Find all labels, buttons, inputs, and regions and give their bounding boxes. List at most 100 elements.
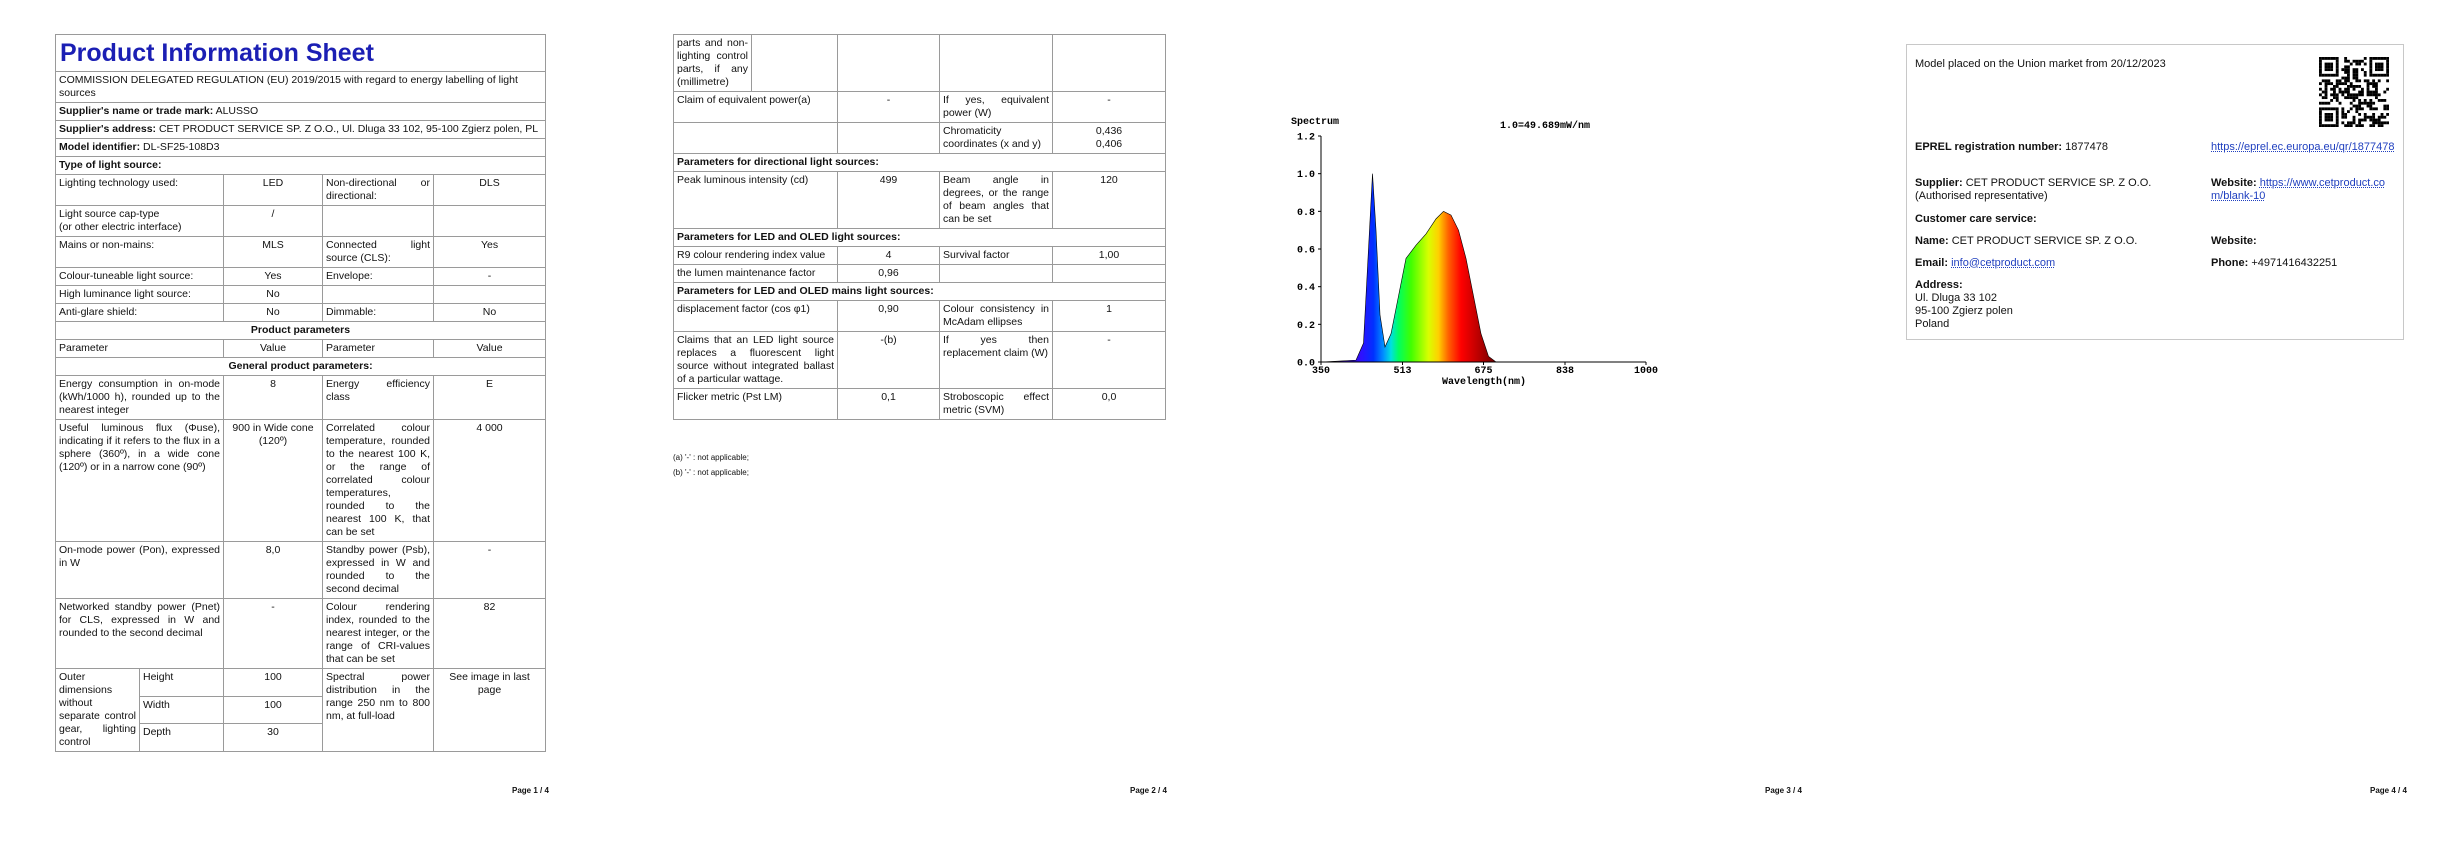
chart-title: Spectrum bbox=[1291, 117, 1339, 128]
qr-module bbox=[2347, 90, 2350, 94]
qr-module bbox=[2341, 115, 2345, 119]
x-tick-label: 350 bbox=[1312, 366, 1330, 377]
y-tick-label: 0.4 bbox=[1297, 283, 1315, 294]
website-row: Website: https://www.cetproduct.com/blan… bbox=[2211, 177, 2397, 203]
table-row: Useful luminous flux (Φuse), indicating … bbox=[55, 419, 547, 542]
qr-module bbox=[2324, 107, 2328, 111]
qr-module bbox=[2324, 68, 2328, 72]
table-row: Supplier's name or trade mark: ALUSSO bbox=[54, 102, 547, 121]
qr-module bbox=[2344, 87, 2348, 91]
website-link[interactable]: https://www.cetproduct.com/blank-10 bbox=[2211, 177, 2386, 202]
label: Address: bbox=[1915, 279, 1963, 291]
qr-module bbox=[2383, 104, 2387, 108]
cell: - bbox=[432, 267, 547, 286]
y-tick-label: 0.2 bbox=[1297, 321, 1315, 332]
cell: Depth bbox=[139, 723, 224, 752]
qr-module bbox=[2377, 118, 2381, 122]
qr-module bbox=[2321, 107, 2325, 111]
qr-module bbox=[2369, 57, 2373, 60]
qr-module bbox=[2355, 110, 2359, 114]
qr-module bbox=[2327, 115, 2331, 119]
cell bbox=[1052, 34, 1166, 92]
email-link[interactable]: info@cetproduct.com bbox=[1951, 257, 2056, 269]
label: Model identifier: bbox=[59, 141, 141, 153]
qr-module bbox=[2366, 79, 2370, 83]
qr-module bbox=[2347, 121, 2350, 125]
qr-module bbox=[2372, 73, 2376, 77]
table-row: Claim of equivalent power(a) - If yes, equ… bbox=[673, 91, 1166, 123]
table-row: Product parameters bbox=[54, 321, 547, 340]
qr-module bbox=[2366, 93, 2370, 97]
qr-module bbox=[2347, 71, 2350, 74]
cell: 0,436 0,406 bbox=[1052, 122, 1166, 154]
qr-module bbox=[2352, 121, 2356, 125]
qr-module bbox=[2369, 82, 2373, 86]
qr-module bbox=[2341, 121, 2345, 125]
cell bbox=[751, 34, 838, 92]
qr-module bbox=[2372, 113, 2376, 116]
qr-module bbox=[2369, 107, 2373, 111]
label: Name: bbox=[1915, 235, 1949, 247]
qr-module bbox=[2319, 57, 2322, 60]
qr-module bbox=[2335, 96, 2339, 100]
qr-module bbox=[2352, 93, 2356, 97]
qr-module bbox=[2377, 65, 2381, 69]
cell: Parameters for LED and OLED light source… bbox=[673, 228, 1166, 247]
qr-module bbox=[2358, 59, 2362, 63]
qr-module bbox=[2338, 82, 2342, 86]
qr-module bbox=[2386, 73, 2389, 77]
qr-module bbox=[2335, 57, 2339, 60]
qr-module bbox=[2361, 68, 2364, 72]
cell: Outer dimensions without separate contro… bbox=[55, 668, 140, 752]
cell: - bbox=[1052, 331, 1166, 389]
qr-module bbox=[2372, 115, 2376, 119]
qr-module bbox=[2344, 79, 2348, 83]
qr-module bbox=[2386, 87, 2389, 91]
cell: - bbox=[837, 91, 940, 123]
eprel-link[interactable]: https://eprel.ec.europa.eu/qr/1877478 bbox=[2211, 141, 2395, 153]
qr-module bbox=[2327, 79, 2331, 83]
qr-module bbox=[2344, 76, 2348, 80]
cell: Parameters for directional light sources… bbox=[673, 153, 1166, 172]
qr-module bbox=[2324, 93, 2328, 97]
table-row: Parameter Value Parameter Value bbox=[55, 339, 547, 358]
cell: Supplier's name or trade mark: ALUSSO bbox=[54, 102, 547, 121]
cell: High luminance light source: bbox=[55, 285, 224, 304]
qr-module bbox=[2361, 87, 2364, 91]
qr-module bbox=[2324, 96, 2328, 100]
qr-module bbox=[2386, 113, 2389, 116]
qr-module bbox=[2330, 107, 2334, 111]
qr-module bbox=[2319, 110, 2322, 114]
table-row: Parameters for directional light sources… bbox=[673, 153, 1166, 172]
page-footer: Page 4 / 4 bbox=[2370, 786, 2407, 795]
cell: Yes bbox=[223, 267, 323, 286]
qr-module bbox=[2341, 93, 2345, 97]
qr-module bbox=[2319, 107, 2322, 111]
qr-module bbox=[2372, 118, 2376, 122]
table-row: R9 colour rendering index value 4 Survival… bbox=[673, 246, 1166, 265]
qr-module bbox=[2361, 118, 2364, 122]
qr-module bbox=[2355, 96, 2359, 100]
cell: Type of light source: bbox=[54, 156, 547, 175]
cell: MLS bbox=[223, 236, 323, 268]
qr-module bbox=[2324, 124, 2328, 127]
qr-code[interactable] bbox=[2319, 57, 2389, 127]
cell: Light source cap-type (or other electric … bbox=[55, 205, 224, 237]
x-tick-label: 675 bbox=[1474, 366, 1492, 377]
cell bbox=[1052, 264, 1166, 283]
qr-module bbox=[2355, 124, 2359, 127]
cell: Connected light source (CLS): bbox=[322, 236, 434, 268]
label: Phone: bbox=[2211, 257, 2249, 269]
qr-module bbox=[2358, 62, 2362, 66]
qr-module bbox=[2383, 121, 2387, 125]
qr-module bbox=[2375, 90, 2378, 94]
page-3: Spectrum 1.0=49.689mW/nm Wavelength(nm) … bbox=[1220, 0, 1830, 842]
qr-module bbox=[2321, 96, 2325, 100]
qr-module bbox=[2380, 124, 2384, 127]
qr-module bbox=[2372, 107, 2376, 111]
qr-module bbox=[2377, 62, 2381, 66]
qr-module bbox=[2338, 101, 2342, 105]
qr-module bbox=[2386, 104, 2389, 108]
table-row: Parameters for LED and OLED mains light … bbox=[673, 282, 1166, 301]
